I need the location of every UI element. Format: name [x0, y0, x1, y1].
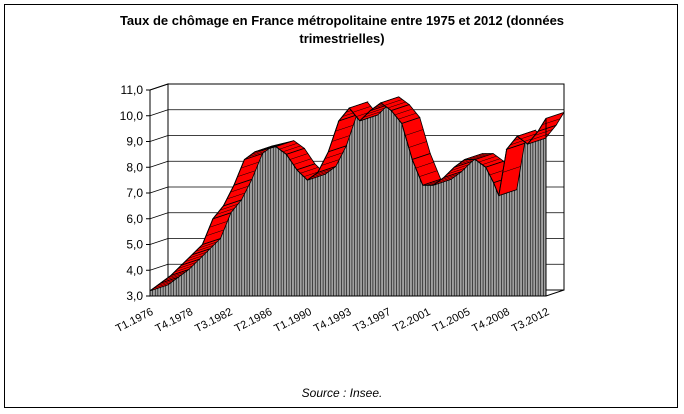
x-tick-label: T1.2005 [431, 306, 472, 335]
gridline-side [149, 238, 169, 245]
area-top-rib [447, 167, 466, 175]
area-top-rib [331, 135, 350, 142]
area-top-rib [293, 158, 312, 165]
area-top-rib [216, 208, 235, 215]
area-top-rib [279, 142, 298, 150]
y-tick-label: 10,0 [120, 109, 144, 123]
y-tick-label: 5,0 [126, 238, 143, 252]
chart-source-note: Source : Insee. [301, 386, 383, 400]
area-top-rib [195, 245, 214, 252]
area-top-rib [314, 168, 333, 176]
area-top-rib [541, 118, 561, 125]
area-top-rib [440, 173, 459, 181]
area-top-rib [205, 229, 225, 237]
area-top-rib [471, 153, 490, 160]
area-front-edge [149, 102, 547, 292]
area-top-rib [247, 150, 266, 158]
area-top-rib [163, 274, 183, 281]
area-top-rib [408, 141, 427, 148]
area-top-rib [310, 171, 329, 178]
area-top-rib [240, 161, 259, 169]
gridline-side [149, 109, 169, 117]
area-top-rib [384, 99, 403, 106]
area-top-rib [209, 221, 228, 228]
area-top-rib [184, 255, 204, 262]
gridline-side [149, 160, 169, 168]
x-tick-label: T3.2012 [510, 306, 551, 335]
x-tick-label: T4.1978 [154, 306, 195, 335]
area-top-rib [450, 164, 469, 171]
area-top-rib [352, 106, 371, 113]
chart-series [149, 96, 565, 297]
area-top-rib [366, 107, 385, 115]
area-top-rib [398, 112, 417, 120]
chart-title: Taux de chômage en France métropolitaine… [0, 12, 684, 48]
y-axis-ticks: 3,0 4,0 5,0 6,0 7,0 8,0 9,0 10,0 11,0 [120, 83, 151, 303]
x-tick-label: T1.1990 [272, 306, 313, 335]
area-top-rib [174, 265, 193, 273]
area-top-rib [188, 251, 207, 259]
area-top-rib [436, 176, 455, 183]
y-tick-label: 11,0 [121, 83, 144, 97]
x-tick-label: T2.1986 [233, 306, 274, 335]
area-top-rib [153, 282, 172, 289]
area-top-rib [405, 129, 424, 136]
chart-title-line-2: trimestrielles) [299, 31, 385, 46]
x-tick-label: T4.1993 [312, 306, 353, 335]
x-tick-label: T3.1982 [193, 306, 234, 335]
gridline-side [149, 186, 169, 194]
area-top-rib [482, 158, 501, 165]
chart-title-line-1: Taux de chômage en France métropolitaine… [119, 13, 565, 28]
area-top-rib [502, 166, 521, 173]
y-tick-label: 4,0 [126, 263, 143, 277]
area-top-rib [300, 167, 319, 174]
area-top-rib [478, 155, 497, 163]
area-top-rib [156, 279, 176, 286]
area-top-rib [282, 145, 301, 153]
area-top-rib [219, 203, 239, 211]
y-tick-label: 8,0 [126, 160, 143, 174]
gridline-side [149, 263, 169, 271]
x-tick-label: T4.2008 [470, 306, 511, 335]
area-top-rib [468, 153, 487, 160]
gridline-side [149, 212, 169, 220]
area-top-rib [167, 271, 186, 279]
area-front-face [150, 102, 546, 296]
area-top-rib [289, 153, 308, 160]
y-tick-label: 9,0 [126, 135, 143, 149]
x-axis-ticks: T1.1976T4.1978T3.1982T2.1986T1.1990T4.19… [114, 306, 551, 335]
area-top-rib [394, 108, 413, 116]
area-top-rib [419, 170, 438, 177]
area-top-rib [335, 124, 354, 132]
area-top-rib [226, 192, 246, 200]
gridline-side [149, 83, 169, 91]
area-top-rib [534, 129, 553, 136]
area-top-rib [198, 241, 218, 249]
y-tick-label: 7,0 [126, 186, 143, 200]
area-top-rib [230, 185, 249, 193]
gridline-side [149, 135, 169, 142]
x-tick-label: T1.1976 [114, 306, 155, 335]
x-tick-label: T2.2001 [391, 306, 432, 335]
area-top-rib [387, 101, 406, 109]
area-top-rib [321, 159, 340, 166]
x-tick-label: T3.1997 [352, 306, 393, 335]
area-top-rib [363, 111, 382, 118]
area-top-rib [324, 152, 343, 159]
area-top-rib [415, 161, 434, 169]
y-tick-label: 3,0 [126, 289, 143, 303]
area-top-rib [237, 170, 256, 177]
area-top-rib [177, 262, 197, 269]
y-tick-label: 6,0 [126, 212, 143, 226]
